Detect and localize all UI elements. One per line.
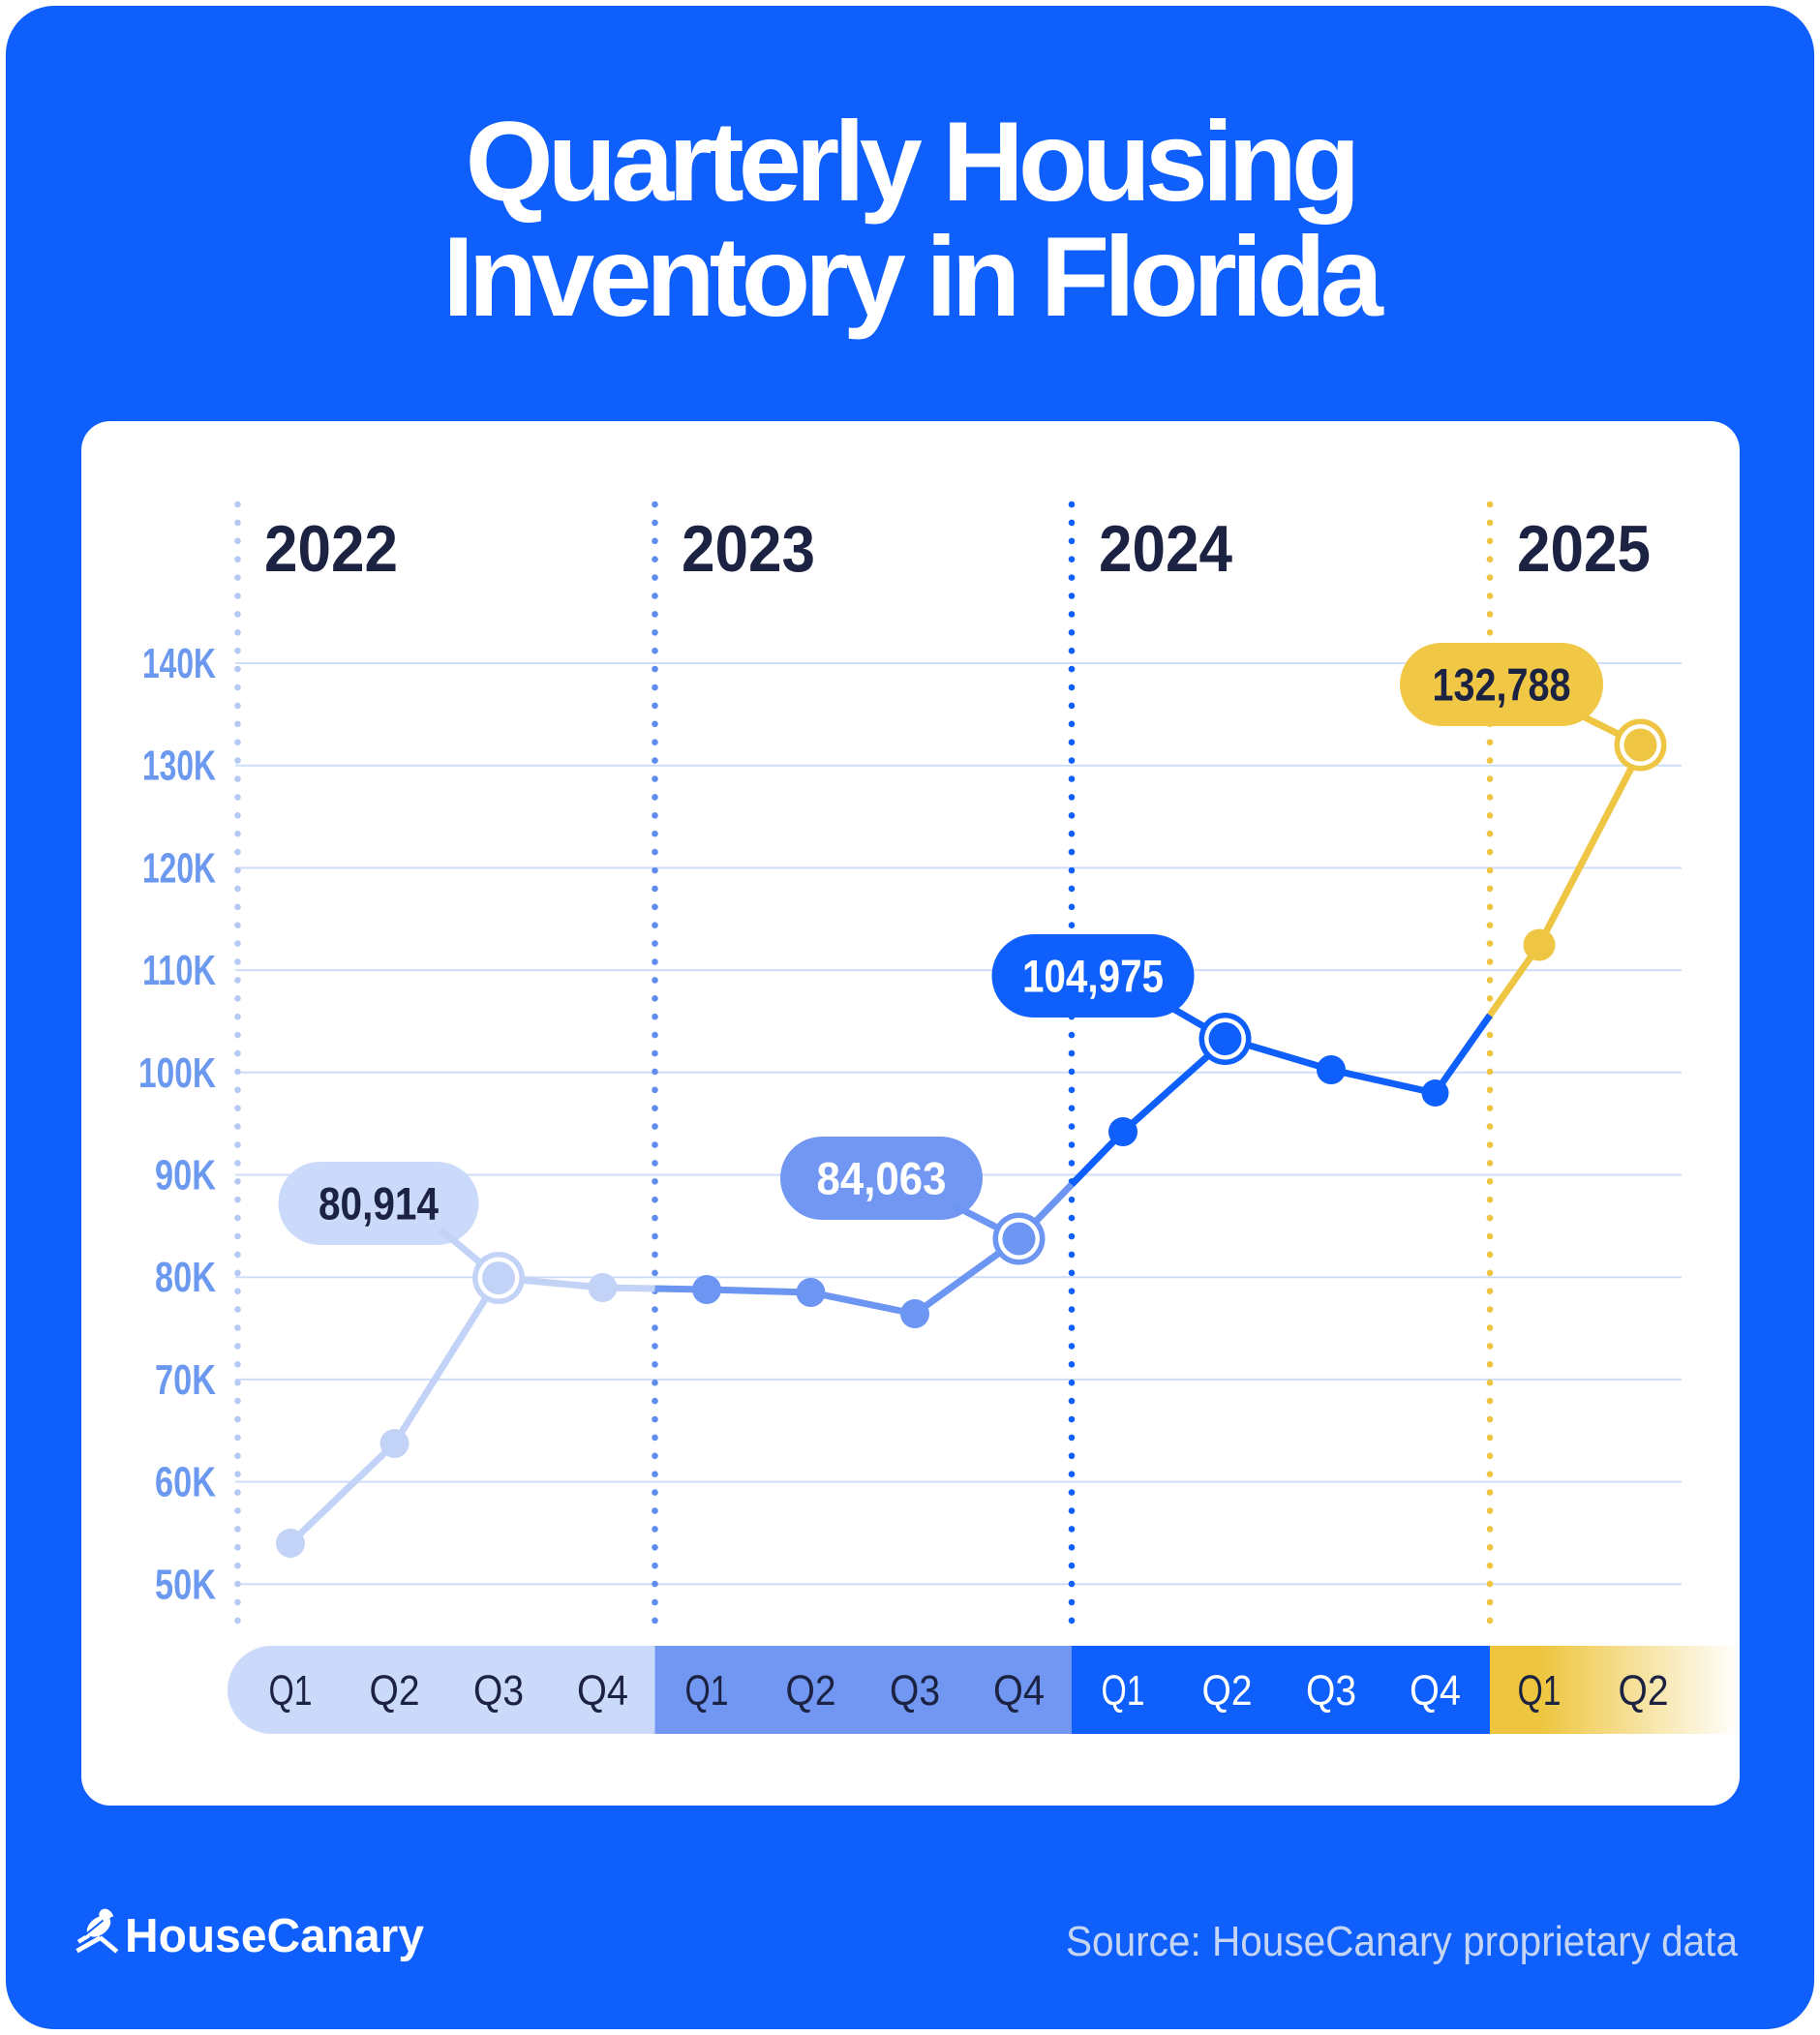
svg-text:80K: 80K bbox=[155, 1254, 216, 1301]
svg-text:70K: 70K bbox=[155, 1356, 216, 1404]
svg-text:60K: 60K bbox=[155, 1459, 216, 1506]
svg-text:Q4: Q4 bbox=[993, 1667, 1045, 1715]
svg-text:Q2: Q2 bbox=[786, 1667, 836, 1715]
svg-text:2025: 2025 bbox=[1517, 512, 1651, 586]
svg-text:90K: 90K bbox=[155, 1152, 216, 1200]
svg-text:120K: 120K bbox=[142, 844, 216, 892]
svg-text:Q2: Q2 bbox=[1202, 1667, 1253, 1715]
svg-text:50K: 50K bbox=[155, 1561, 216, 1608]
svg-text:Q1: Q1 bbox=[1518, 1667, 1562, 1715]
svg-text:2023: 2023 bbox=[682, 512, 815, 586]
svg-text:Q3: Q3 bbox=[1306, 1667, 1356, 1715]
svg-text:Source: HouseCanary proprietar: Source: HouseCanary proprietary data bbox=[1066, 1918, 1738, 1965]
svg-text:Q4: Q4 bbox=[577, 1667, 628, 1715]
svg-text:Q2: Q2 bbox=[370, 1667, 420, 1715]
svg-text:2022: 2022 bbox=[264, 512, 398, 586]
svg-text:HouseCanary: HouseCanary bbox=[125, 1910, 424, 1962]
svg-text:Q2: Q2 bbox=[1619, 1667, 1669, 1715]
svg-text:130K: 130K bbox=[142, 743, 216, 790]
svg-text:Q1: Q1 bbox=[1102, 1667, 1145, 1715]
svg-text:Q3: Q3 bbox=[890, 1667, 940, 1715]
svg-text:Q1: Q1 bbox=[269, 1667, 313, 1715]
svg-text:80,914: 80,914 bbox=[318, 1178, 439, 1230]
svg-text:84,063: 84,063 bbox=[817, 1153, 947, 1204]
svg-text:110K: 110K bbox=[142, 947, 216, 994]
svg-text:140K: 140K bbox=[142, 640, 216, 687]
svg-text:104,975: 104,975 bbox=[1022, 951, 1164, 1002]
svg-text:2024: 2024 bbox=[1099, 512, 1232, 586]
svg-text:132,788: 132,788 bbox=[1433, 659, 1571, 711]
svg-text:Q1: Q1 bbox=[685, 1667, 729, 1715]
svg-text:Q3: Q3 bbox=[473, 1667, 524, 1715]
svg-text:Q4: Q4 bbox=[1410, 1667, 1461, 1715]
svg-text:100K: 100K bbox=[138, 1049, 216, 1097]
